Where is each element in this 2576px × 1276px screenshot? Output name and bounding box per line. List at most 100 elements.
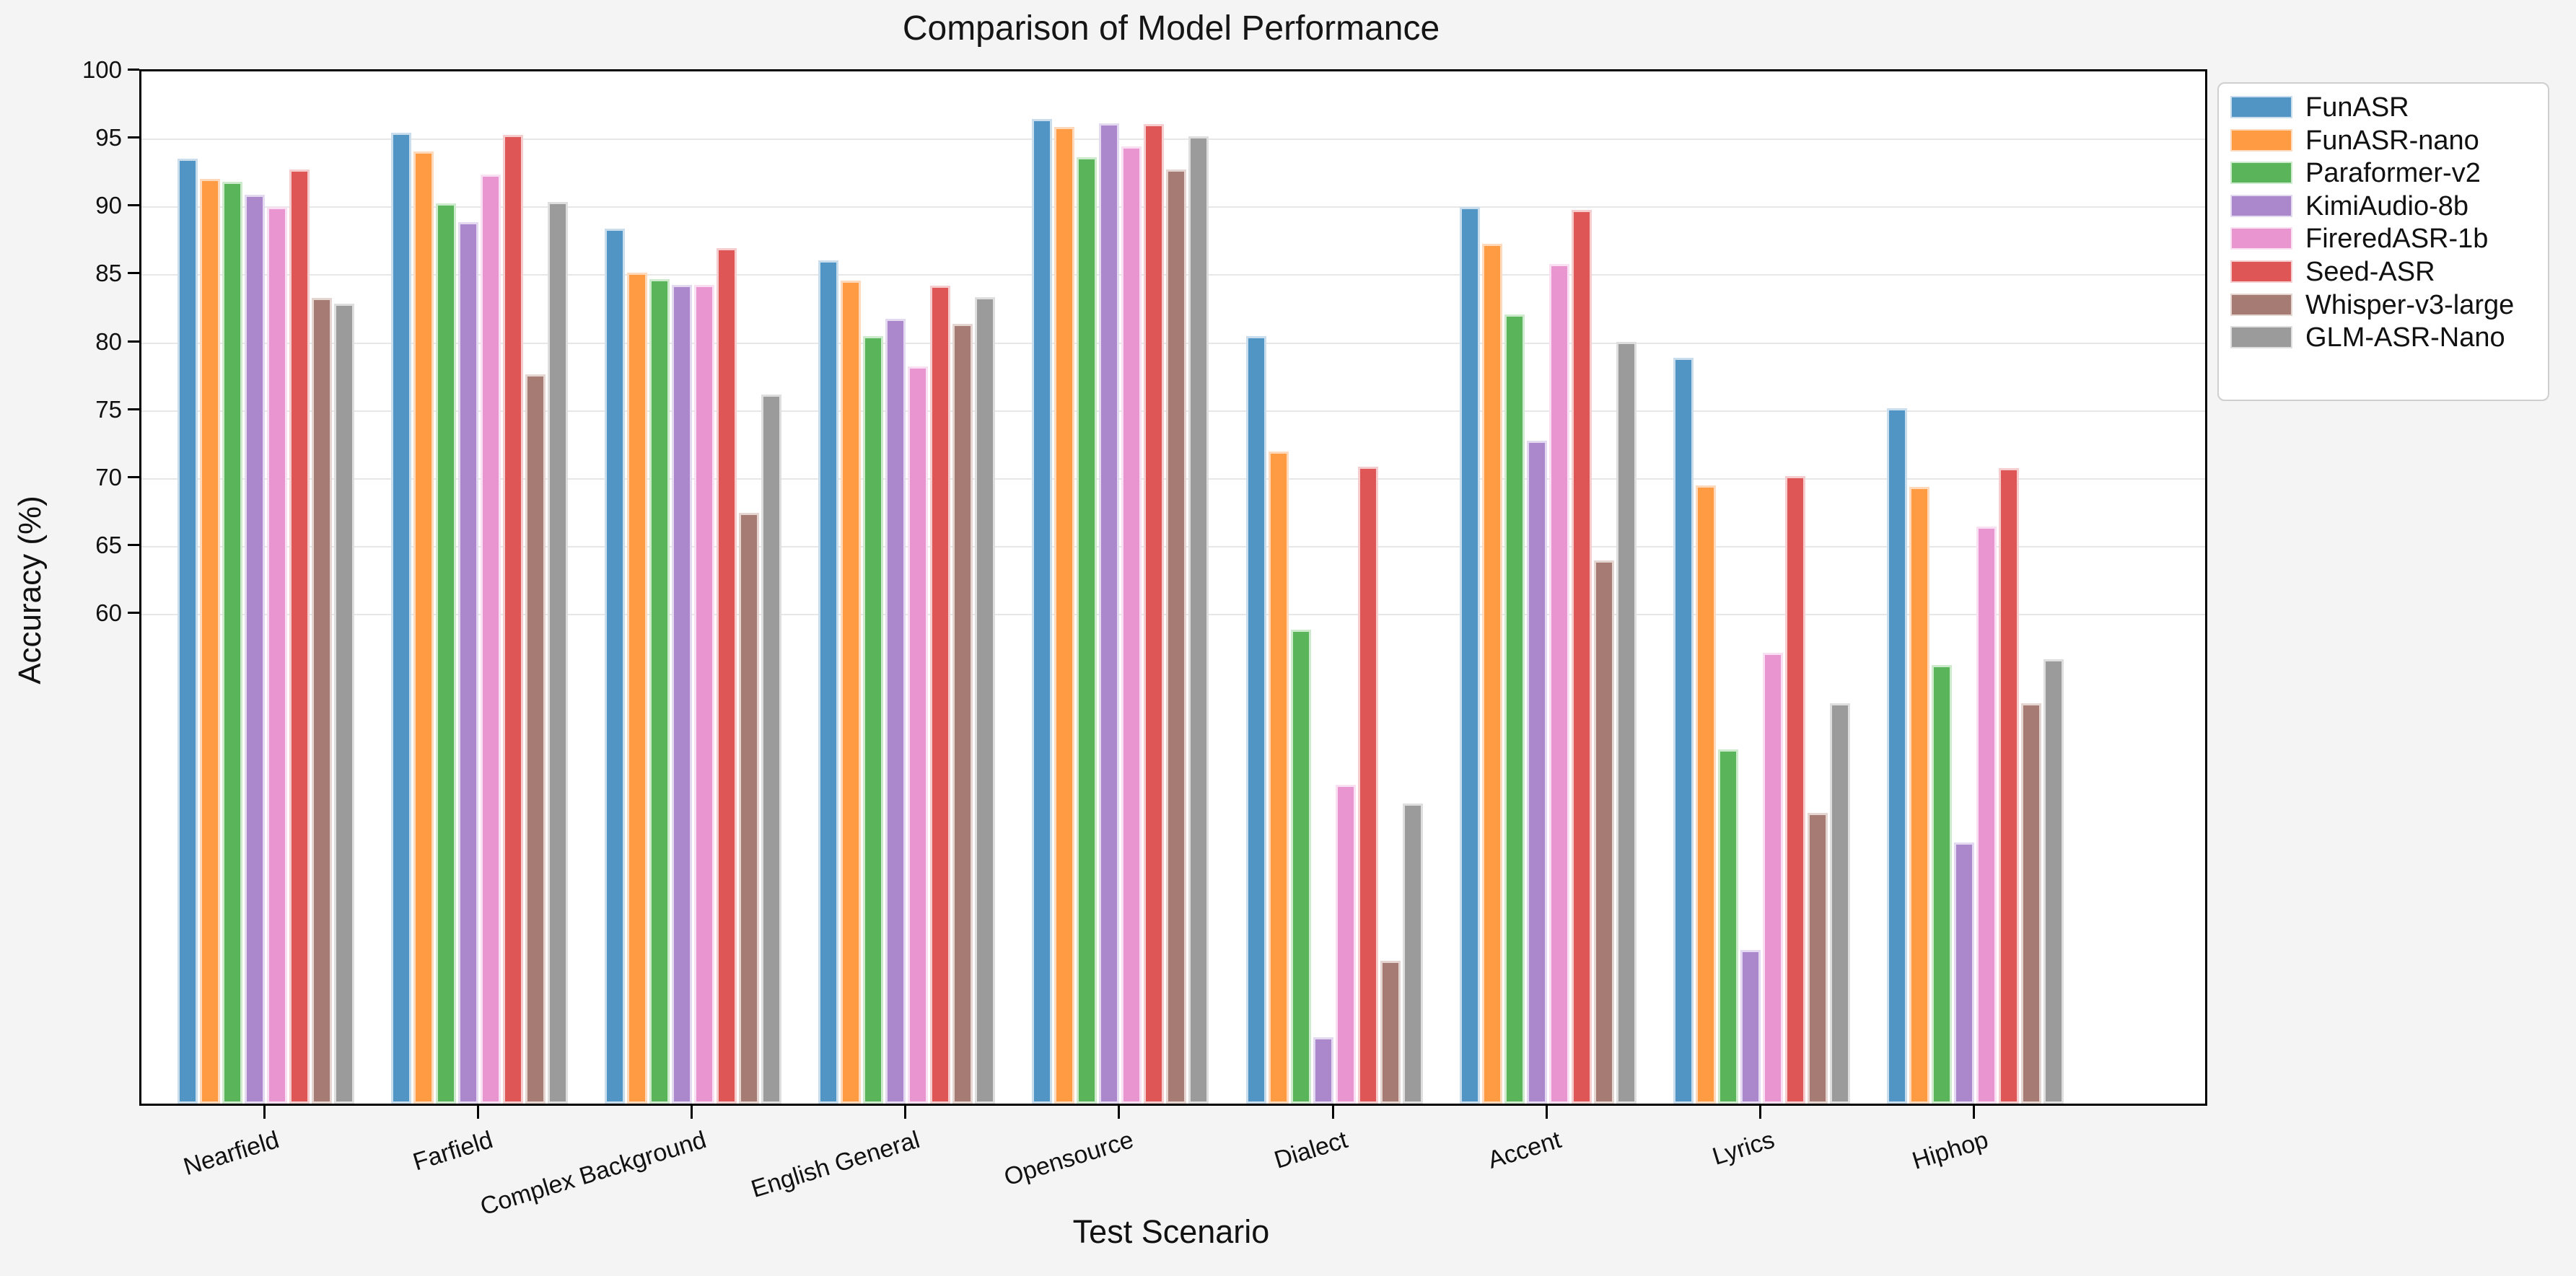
bar-Seed-ASR-Complex Background	[717, 248, 737, 1104]
bar-FunASR-Dialect	[1246, 336, 1266, 1104]
x-tick-mark-Hiphop	[1972, 1106, 1975, 1119]
y-tick-mark-90	[128, 204, 139, 207]
legend-label-Whisper-v3-large: Whisper-v3-large	[2305, 289, 2515, 320]
bar-Seed-ASR-Accent	[1572, 210, 1592, 1104]
bar-FunASR-Opensource	[1032, 119, 1052, 1104]
x-tick-label-english-general: English General	[748, 1126, 924, 1204]
bar-KimiAudio-8b-Dialect	[1313, 1037, 1333, 1104]
bar-FunASR-Lyrics	[1673, 358, 1694, 1104]
x-tick-mark-Opensource	[1118, 1106, 1121, 1119]
bar-KimiAudio-8b-Farfield	[458, 222, 478, 1104]
bar-Whisper-v3-large-Opensource	[1166, 170, 1186, 1104]
y-tick-mark-60	[128, 612, 139, 615]
plot-area	[139, 69, 2207, 1106]
bar-Whisper-v3-large-Farfield	[525, 374, 546, 1104]
bar-Seed-ASR-Nearfield	[289, 170, 310, 1104]
bar-GLM-ASR-Nano-Accent	[1616, 342, 1637, 1104]
bar-Whisper-v3-large-English General	[952, 324, 973, 1104]
y-tick-label-60: 60	[95, 599, 122, 627]
bar-FireredASR-1b-Lyrics	[1763, 653, 1783, 1104]
legend-swatch-FunASR-nano	[2230, 128, 2292, 151]
bar-Whisper-v3-large-Complex Background	[739, 513, 759, 1104]
legend-swatch-Paraformer-v2	[2230, 162, 2292, 185]
y-tick-mark-70	[128, 475, 139, 478]
bar-Paraformer-v2-Accent	[1504, 314, 1525, 1104]
gridline-y-95	[141, 138, 2205, 141]
bar-GLM-ASR-Nano-Lyrics	[1830, 703, 1850, 1104]
x-tick-mark-Nearfield	[263, 1106, 266, 1119]
y-tick-label-65: 65	[95, 532, 122, 558]
legend-label-FireredASR-1b: FireredASR-1b	[2305, 224, 2489, 255]
x-tick-label-hiphop: Hiphop	[1909, 1126, 1992, 1175]
legend-label-KimiAudio-8b: KimiAudio-8b	[2305, 190, 2468, 221]
bar-KimiAudio-8b-English General	[885, 319, 906, 1104]
bar-FireredASR-1b-Dialect	[1336, 785, 1356, 1104]
x-tick-label-accent: Accent	[1484, 1126, 1564, 1174]
y-tick-mark-75	[128, 408, 139, 410]
bar-FunASR-nano-Complex Background	[627, 273, 647, 1104]
bar-FunASR-nano-Farfield	[413, 151, 434, 1104]
bar-GLM-ASR-Nano-Farfield	[548, 202, 568, 1104]
legend-swatch-GLM-ASR-Nano	[2230, 326, 2292, 349]
x-axis-label: Test Scenario	[1072, 1213, 1270, 1250]
bar-Paraformer-v2-English General	[863, 336, 883, 1104]
bar-FunASR-English General	[818, 260, 838, 1104]
x-tick-mark-Complex Background	[691, 1106, 693, 1119]
bar-GLM-ASR-Nano-Nearfield	[334, 304, 354, 1104]
legend-swatch-Seed-ASR	[2230, 260, 2292, 283]
bar-Whisper-v3-large-Hiphop	[2021, 703, 2041, 1104]
bar-GLM-ASR-Nano-Hiphop	[2043, 659, 2064, 1104]
y-tick-mark-95	[128, 136, 139, 139]
x-tick-mark-English General	[904, 1106, 907, 1119]
x-tick-mark-Accent	[1545, 1106, 1548, 1119]
bar-Paraformer-v2-Lyrics	[1718, 749, 1738, 1104]
x-tick-mark-Farfield	[477, 1106, 480, 1119]
bar-KimiAudio-8b-Lyrics	[1740, 950, 1761, 1104]
bar-Paraformer-v2-Nearfield	[222, 182, 242, 1104]
y-tick-label-95: 95	[95, 124, 122, 151]
y-tick-label-100: 100	[82, 56, 122, 83]
bar-FunASR-Farfield	[391, 133, 411, 1104]
y-tick-label-75: 75	[95, 395, 122, 423]
bar-FireredASR-1b-Hiphop	[1976, 527, 1997, 1104]
bar-FunASR-nano-Lyrics	[1696, 485, 1716, 1104]
bar-KimiAudio-8b-Opensource	[1099, 123, 1119, 1104]
bar-FunASR-Hiphop	[1887, 408, 1907, 1104]
x-tick-label-nearfield: Nearfield	[180, 1126, 283, 1182]
legend-label-Seed-ASR: Seed-ASR	[2305, 257, 2435, 287]
bar-GLM-ASR-Nano-Dialect	[1403, 804, 1423, 1104]
bar-FunASR-Accent	[1460, 207, 1480, 1104]
bar-GLM-ASR-Nano-English General	[975, 297, 995, 1104]
bar-Paraformer-v2-Opensource	[1077, 157, 1097, 1104]
bar-FunASR-Nearfield	[178, 159, 198, 1104]
bar-Whisper-v3-large-Nearfield	[312, 298, 332, 1104]
bar-Seed-ASR-Opensource	[1144, 124, 1164, 1104]
bar-Whisper-v3-large-Dialect	[1380, 961, 1401, 1104]
bar-KimiAudio-8b-Accent	[1527, 441, 1547, 1104]
bar-GLM-ASR-Nano-Opensource	[1188, 136, 1209, 1104]
bar-Paraformer-v2-Hiphop	[1932, 665, 1952, 1104]
legend-swatch-FireredASR-1b	[2230, 227, 2292, 250]
bar-FireredASR-1b-Opensource	[1121, 146, 1142, 1104]
legend-swatch-FunASR	[2230, 96, 2292, 118]
x-tick-label-opensource: Opensource	[1001, 1126, 1137, 1192]
y-tick-label-80: 80	[95, 327, 122, 355]
bar-Seed-ASR-Hiphop	[1999, 468, 2019, 1104]
legend-swatch-KimiAudio-8b	[2230, 194, 2292, 217]
bar-Paraformer-v2-Dialect	[1291, 630, 1311, 1104]
bar-GLM-ASR-Nano-Complex Background	[761, 395, 781, 1104]
bar-Whisper-v3-large-Accent	[1594, 560, 1614, 1104]
y-tick-label-85: 85	[95, 260, 122, 287]
bar-FireredASR-1b-Farfield	[481, 175, 501, 1104]
bar-FireredASR-1b-Complex Background	[694, 285, 714, 1104]
x-tick-label-complex-background: Complex Background	[477, 1126, 710, 1221]
x-tick-label-lyrics: Lyrics	[1709, 1126, 1778, 1171]
bar-Seed-ASR-Dialect	[1358, 467, 1378, 1104]
bar-FunASR-Complex Background	[605, 229, 625, 1104]
bar-FunASR-nano-Nearfield	[200, 179, 220, 1104]
bar-KimiAudio-8b-Hiphop	[1954, 842, 1974, 1104]
bar-Paraformer-v2-Farfield	[436, 203, 456, 1104]
bar-FireredASR-1b-English General	[908, 366, 928, 1104]
y-tick-label-70: 70	[95, 463, 122, 490]
